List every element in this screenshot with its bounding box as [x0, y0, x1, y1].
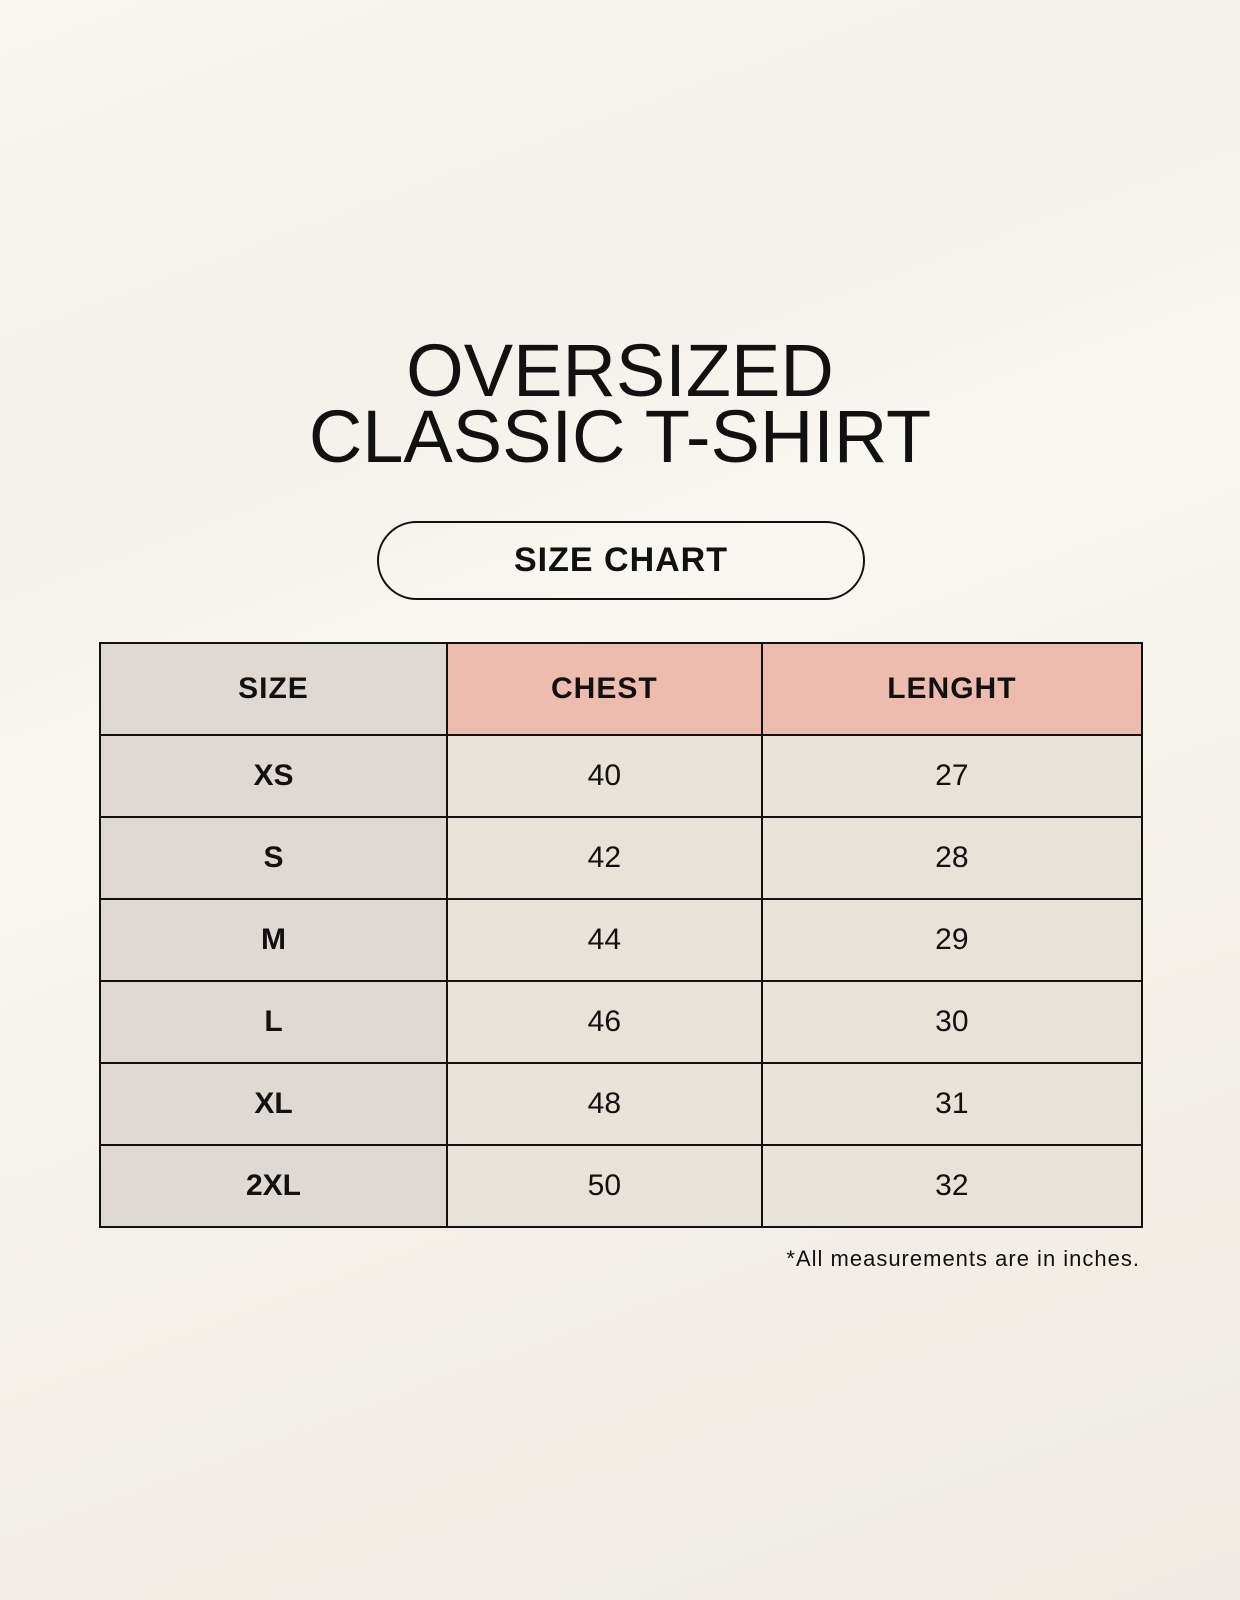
size-chart-label: SIZE CHART: [377, 521, 865, 600]
cell-chest: 46: [445, 980, 763, 1064]
cell-chest: 44: [445, 898, 763, 982]
table-row: L 46 30: [99, 980, 1144, 1064]
table-row: XS 40 27: [99, 734, 1144, 818]
table-header-row: SIZE CHEST LENGHT: [99, 642, 1144, 736]
page-title: OVERSIZED CLASSIC T-SHIRT: [0, 329, 1240, 478]
cell-size: M: [99, 898, 448, 982]
cell-size: S: [99, 816, 448, 900]
cell-length: 29: [760, 898, 1144, 982]
cell-size: XS: [99, 734, 448, 818]
cell-chest: 48: [445, 1062, 763, 1146]
table-row: S 42 28: [99, 816, 1144, 900]
cell-length: 32: [760, 1144, 1144, 1228]
header-length: LENGHT: [760, 642, 1144, 736]
footnote: *All measurements are in inches.: [786, 1246, 1140, 1271]
table-row: M 44 29: [99, 898, 1144, 982]
header-chest: CHEST: [445, 642, 763, 736]
cell-length: 30: [760, 980, 1144, 1064]
cell-length: 31: [760, 1062, 1144, 1146]
cell-size: XL: [99, 1062, 448, 1146]
title-line-2: CLASSIC T-SHIRT: [308, 395, 932, 478]
cell-size: L: [99, 980, 448, 1064]
table-row: XL 48 31: [99, 1062, 1144, 1146]
cell-chest: 40: [445, 734, 763, 818]
header-size: SIZE: [99, 642, 448, 736]
title-line-1: OVERSIZED: [406, 329, 834, 412]
cell-length: 27: [760, 734, 1144, 818]
cell-chest: 42: [445, 816, 763, 900]
cell-length: 28: [760, 816, 1144, 900]
size-table: SIZE CHEST LENGHT XS 40 27 S 42 28 M 44 29 L 46 30 X…: [99, 642, 1144, 1228]
cell-size: 2XL: [99, 1144, 448, 1228]
table-row: 2XL 50 32: [99, 1144, 1144, 1228]
cell-chest: 50: [445, 1144, 763, 1228]
